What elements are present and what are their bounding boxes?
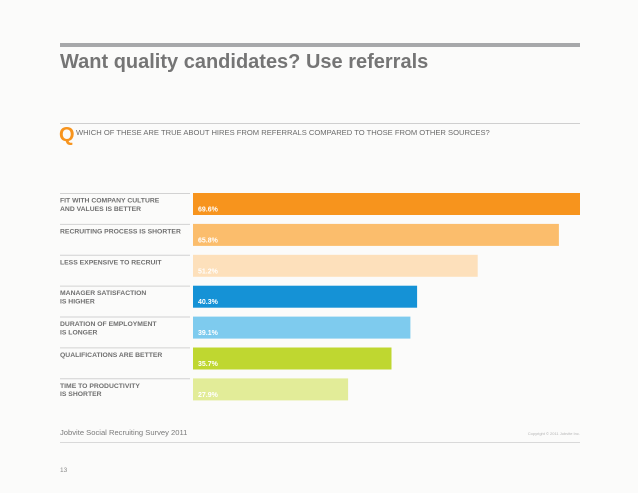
bar-value-label: 51.2% [198, 268, 219, 275]
title-accent-bar [60, 43, 580, 47]
bar [193, 193, 580, 215]
page-title: Want quality candidates? Use referrals [60, 51, 429, 73]
footer-divider [60, 442, 580, 443]
category-label: TIME TO PRODUCTIVITY [60, 383, 140, 390]
copyright-notice: Copyright © 2011 Jobvite Inc. [527, 431, 580, 436]
bar-value-label: 65.8% [198, 237, 219, 244]
bar [193, 316, 411, 339]
category-label: IS HIGHER [60, 299, 95, 306]
category-label: DURATION OF EMPLOYMENT [60, 321, 157, 328]
category-label: QUALIFICATIONS ARE BETTER [60, 352, 162, 359]
category-label: LESS EXPENSIVE TO RECRUIT [60, 259, 162, 266]
bar [193, 223, 559, 246]
category-label: IS SHORTER [60, 391, 102, 398]
bar [193, 285, 418, 308]
bar [193, 347, 392, 370]
survey-question: WHICH OF THESE ARE TRUE ABOUT HIRES FROM… [76, 128, 490, 137]
category-divider [60, 223, 190, 225]
category-label: RECRUITING PROCESS IS SHORTER [60, 228, 181, 235]
category-label: AND VALUES IS BETTER [60, 206, 141, 213]
bar-value-label: 69.6% [198, 207, 219, 214]
category-label: FIT WITH COMPANY CULTURE [60, 198, 160, 205]
page-number: 13 [60, 467, 68, 474]
category-label: MANAGER SATISFACTION [60, 290, 146, 297]
bar [193, 378, 349, 401]
category-divider [60, 254, 190, 256]
bar [193, 254, 478, 277]
question-mark-letter: Q [59, 124, 75, 146]
bar-value-label: 40.3% [198, 299, 219, 306]
category-divider [60, 378, 190, 380]
category-divider [60, 347, 190, 349]
question-divider [60, 123, 580, 124]
category-divider [60, 285, 190, 287]
category-label: IS LONGER [60, 329, 97, 336]
bar-value-label: 27.9% [198, 392, 219, 399]
category-divider [60, 316, 190, 318]
survey-source: Jobvite Social Recruiting Survey 2011 [60, 428, 188, 437]
bar-value-label: 35.7% [198, 361, 219, 368]
bar-value-label: 39.1% [198, 330, 219, 337]
category-divider [60, 193, 190, 194]
